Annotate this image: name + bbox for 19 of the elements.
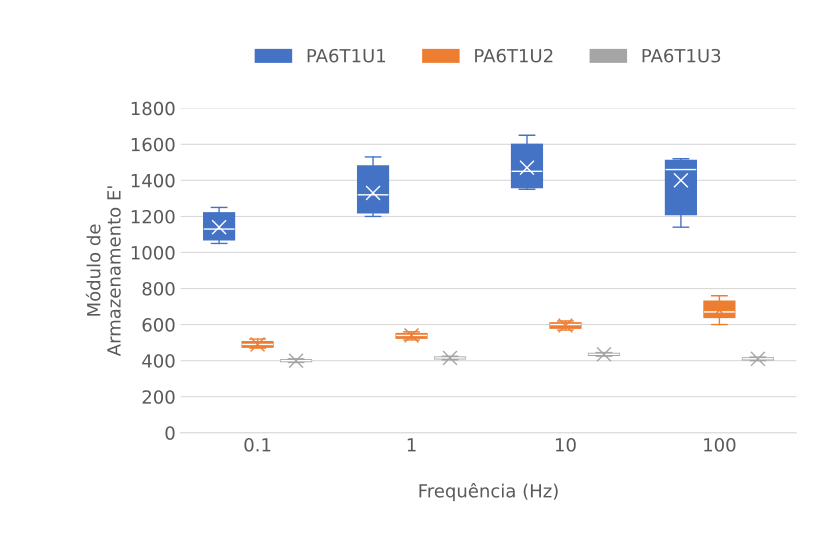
x-tick-label: 1 xyxy=(408,438,416,452)
x-tick-label: 10 xyxy=(556,438,576,452)
y-tick-label: 800 xyxy=(142,282,175,296)
x-tick-label: 100 xyxy=(704,438,736,452)
y-tick-label: 1400 xyxy=(132,174,175,188)
y-tick-label: 1800 xyxy=(132,102,175,116)
y-axis-title: Módulo de Armazenamento E' xyxy=(86,186,121,356)
y-tick-label: 400 xyxy=(142,354,175,368)
y-tick-label: 1600 xyxy=(132,138,175,152)
y-tick-label: 0 xyxy=(165,426,175,440)
y-tick-label: 600 xyxy=(142,318,175,332)
x-tick-label: 0.1 xyxy=(244,438,270,452)
y-tick-label: 1200 xyxy=(132,210,175,224)
legend-label: PA6T1U2 xyxy=(475,48,552,62)
y-tick-label: 1000 xyxy=(132,246,175,260)
legend-label: PA6T1U3 xyxy=(642,48,720,62)
y-tick-label: 200 xyxy=(142,390,175,404)
legend-label: PA6T1U1 xyxy=(308,48,386,62)
x-axis-title: Frequência (Hz) xyxy=(419,482,558,502)
